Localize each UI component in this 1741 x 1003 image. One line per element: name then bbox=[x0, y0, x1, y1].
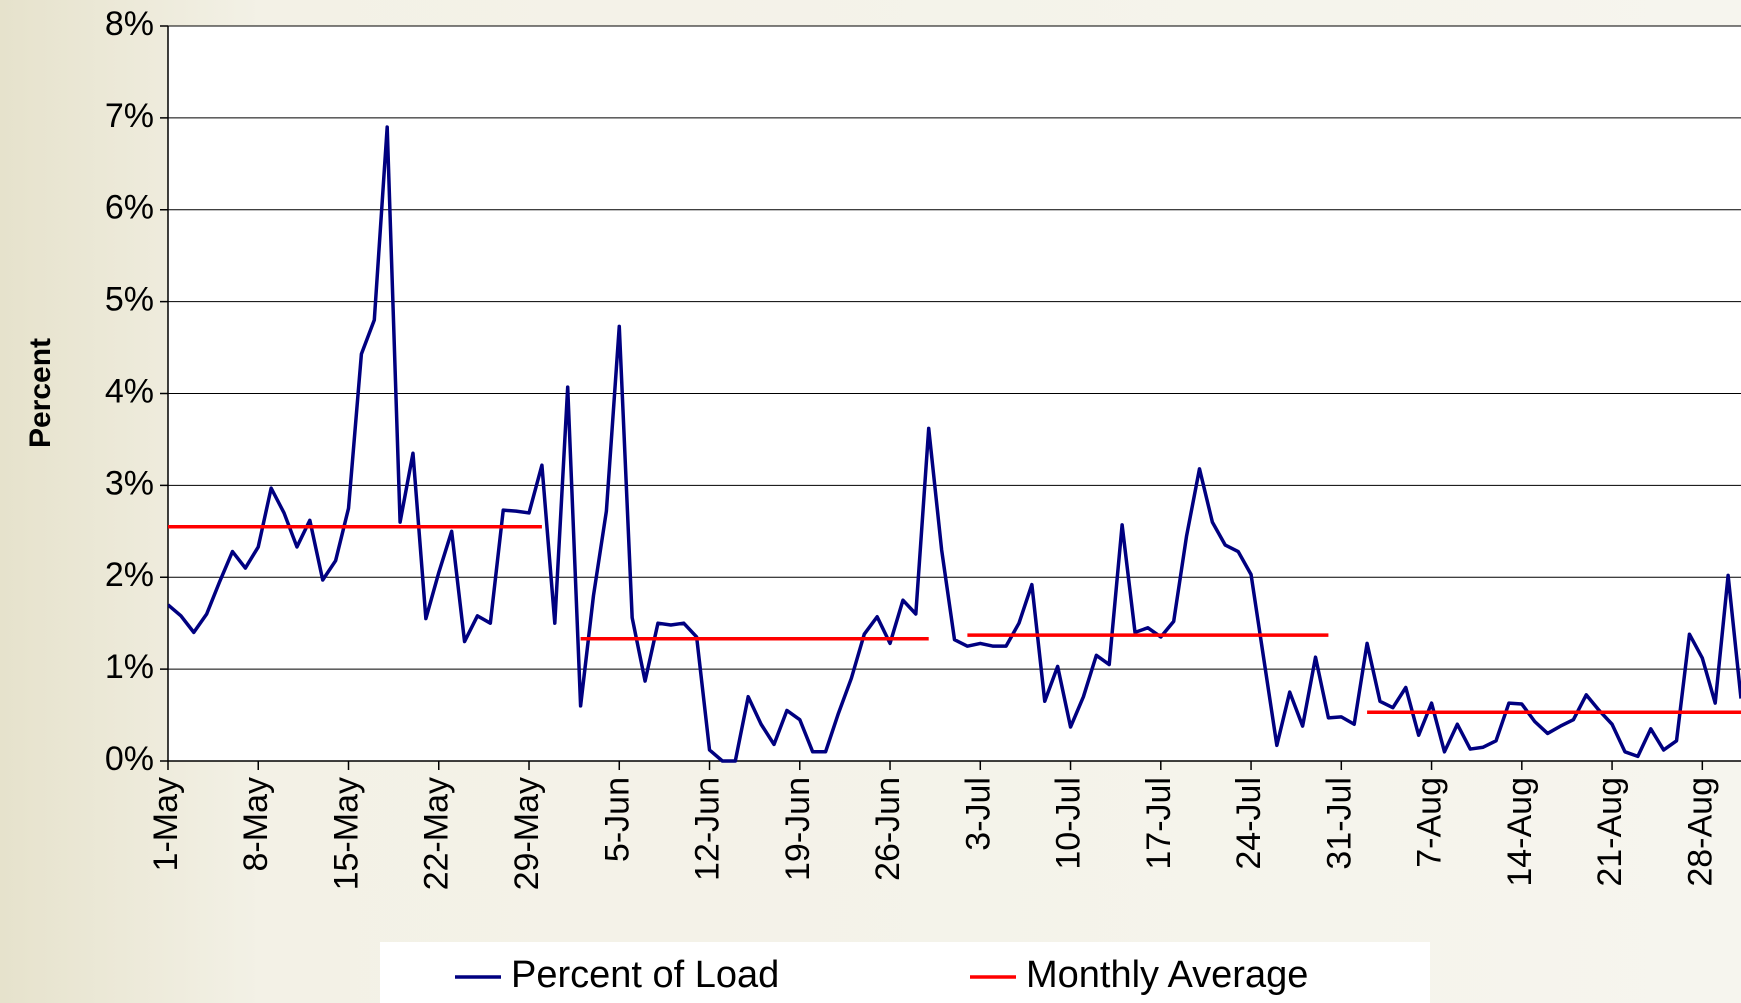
y-tick-label: 1% bbox=[105, 648, 154, 686]
legend-label: Percent of Load bbox=[511, 954, 779, 996]
y-tick-label: 4% bbox=[105, 372, 154, 410]
x-tick-label: 7-Aug bbox=[1411, 777, 1449, 868]
x-tick-label: 10-Jul bbox=[1050, 777, 1088, 870]
x-tick-label: 19-Jun bbox=[779, 777, 817, 881]
y-tick-label: 0% bbox=[105, 740, 154, 778]
x-tick-label: 12-Jun bbox=[689, 777, 727, 881]
y-tick-label: 8% bbox=[105, 5, 154, 43]
x-tick-label: 1-May bbox=[147, 777, 185, 871]
y-tick-label: 7% bbox=[105, 97, 154, 135]
x-tick-label: 14-Aug bbox=[1501, 777, 1539, 887]
legend-box bbox=[380, 942, 1430, 1003]
y-tick-label: 5% bbox=[105, 281, 154, 319]
data-line bbox=[168, 524, 1741, 715]
data-line bbox=[168, 125, 1741, 763]
legend-label: Monthly Average bbox=[1026, 954, 1308, 996]
x-tick-label: 24-Jul bbox=[1230, 777, 1268, 870]
x-tick-label: 28-Aug bbox=[1681, 777, 1719, 887]
x-tick-label: 8-May bbox=[237, 777, 275, 871]
y-tick-label: 6% bbox=[105, 189, 154, 227]
y-tick-label: 3% bbox=[105, 464, 154, 502]
x-tick-label: 29-May bbox=[508, 777, 546, 890]
x-tick-label: 3-Jul bbox=[959, 777, 997, 851]
x-tick-label: 26-Jun bbox=[869, 777, 907, 881]
y-tick-label: 2% bbox=[105, 556, 154, 594]
x-tick-label: 21-Aug bbox=[1591, 777, 1629, 887]
x-tick-label: 31-Jul bbox=[1320, 777, 1358, 870]
x-tick-label: 15-May bbox=[327, 777, 365, 890]
x-tick-label: 22-May bbox=[418, 777, 456, 890]
y-axis-label: Percent bbox=[24, 338, 57, 448]
x-tick-label: 5-Jun bbox=[598, 777, 636, 862]
x-tick-label: 17-Jul bbox=[1140, 777, 1178, 870]
